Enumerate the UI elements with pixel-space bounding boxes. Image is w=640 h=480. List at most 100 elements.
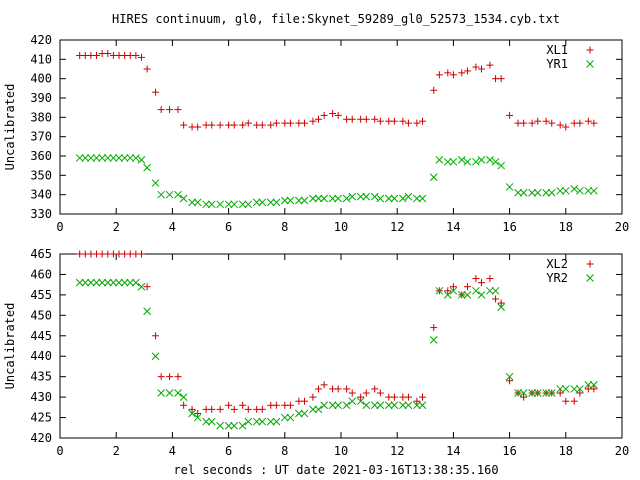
x-tick-label: 14: [446, 444, 460, 458]
data-point: [398, 194, 407, 203]
data-point: [132, 154, 140, 162]
data-point: [505, 372, 514, 381]
data-point: [143, 283, 151, 291]
data-point: [443, 157, 452, 166]
data-point: [174, 106, 182, 114]
data-point: [519, 188, 528, 197]
data-point: [81, 278, 90, 287]
data-point: [384, 401, 393, 410]
data-point: [463, 157, 472, 166]
data-point: [300, 409, 309, 418]
y-tick-label: 360: [30, 149, 52, 163]
data-point: [418, 393, 426, 401]
data-point: [266, 417, 275, 426]
data-point: [561, 385, 570, 393]
data-point: [166, 373, 174, 381]
data-point: [294, 196, 303, 205]
data-point: [435, 71, 443, 79]
data-point: [188, 405, 196, 413]
data-point: [132, 278, 140, 287]
data-point: [244, 200, 253, 209]
data-point: [413, 194, 421, 203]
data-point: [497, 303, 506, 312]
data-point: [376, 389, 384, 397]
data-point: [252, 417, 261, 426]
data-point: [590, 119, 598, 127]
data-point: [239, 401, 247, 409]
data-point: [314, 405, 323, 414]
x-axis-label: rel seconds : UT date 2021-03-16T13:38:3…: [173, 463, 498, 477]
data-point: [443, 291, 452, 299]
data-point: [202, 200, 210, 209]
data-point: [533, 188, 542, 197]
data-point: [413, 119, 421, 127]
data-point: [506, 377, 514, 385]
data-point: [152, 88, 160, 96]
data-point: [137, 282, 146, 291]
data-point: [362, 192, 371, 201]
data-point: [376, 117, 384, 125]
data-point: [576, 119, 584, 127]
x-tick-label: 2: [113, 220, 120, 234]
data-point: [120, 278, 129, 287]
data-point: [300, 196, 309, 205]
data-point: [294, 409, 303, 418]
data-point: [413, 401, 421, 410]
data-point: [103, 154, 112, 162]
data-point: [575, 385, 584, 393]
data-point: [542, 117, 550, 125]
data-point: [542, 389, 550, 397]
data-point: [151, 352, 160, 361]
data-point: [528, 389, 536, 397]
data-point: [309, 194, 317, 203]
data-point: [370, 192, 379, 201]
y-tick-label: 370: [30, 130, 52, 144]
x-tick-label: 8: [281, 220, 288, 234]
data-point: [528, 188, 536, 197]
y-tick-label: 400: [30, 72, 52, 86]
data-point: [93, 51, 101, 59]
data-point: [157, 106, 165, 114]
x-tick-label: 6: [225, 444, 232, 458]
data-point: [390, 194, 399, 203]
data-point: [103, 278, 112, 287]
y-tick-label: 460: [30, 267, 52, 281]
x-tick-label: 4: [169, 220, 176, 234]
data-point: [497, 161, 506, 170]
y-tick-label: 340: [30, 188, 52, 202]
x-tick-label: 2: [113, 444, 120, 458]
data-point: [300, 397, 308, 405]
data-point: [157, 373, 165, 381]
data-point: [342, 401, 351, 410]
x-tick-label: 12: [390, 220, 404, 234]
data-point: [166, 106, 174, 114]
data-point: [348, 397, 357, 406]
data-point: [320, 381, 328, 389]
data-point: [137, 156, 146, 164]
data-point: [328, 401, 337, 410]
data-point: [179, 393, 188, 401]
data-point: [390, 401, 399, 410]
legend-label: XL2: [546, 257, 568, 271]
y-tick-label: 420: [30, 431, 52, 445]
data-point: [430, 324, 438, 332]
y-tick-label: 430: [30, 390, 52, 404]
y-tick-label: 420: [30, 33, 52, 47]
legend-marker: [586, 46, 594, 54]
x-tick-label: 6: [225, 220, 232, 234]
data-point: [239, 121, 247, 129]
data-point: [334, 401, 343, 410]
data-point: [348, 192, 357, 201]
data-point: [528, 119, 536, 127]
data-point: [188, 409, 196, 418]
data-point: [320, 111, 328, 119]
data-point: [87, 278, 95, 287]
data-point: [280, 196, 289, 205]
data-point: [413, 397, 421, 405]
data-point: [272, 198, 281, 207]
data-point: [314, 194, 323, 203]
data-point: [286, 401, 294, 409]
data-point: [590, 380, 598, 389]
y-tick-label: 410: [30, 52, 52, 66]
data-point: [230, 421, 239, 430]
